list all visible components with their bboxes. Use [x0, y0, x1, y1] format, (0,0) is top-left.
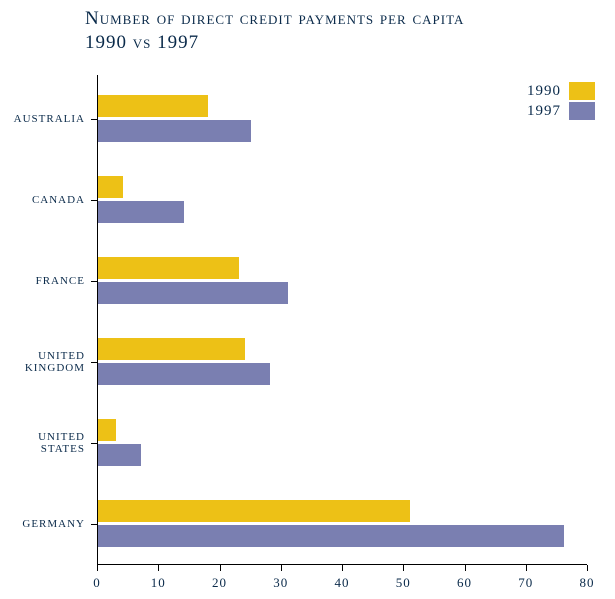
bar-1997-australia	[98, 120, 251, 142]
bar-1997-germany	[98, 525, 564, 547]
bar-1990-united-states	[98, 419, 116, 441]
bar-1990-france	[98, 257, 239, 279]
y-tick	[91, 119, 97, 120]
bar-1990-australia	[98, 95, 208, 117]
bar-1997-canada	[98, 201, 184, 223]
x-tick	[158, 565, 159, 571]
x-tick	[526, 565, 527, 571]
x-tick-label: 60	[457, 575, 472, 591]
y-tick	[91, 443, 97, 444]
bar-1997-france	[98, 282, 288, 304]
x-tick-label: 10	[151, 575, 166, 591]
bar-1990-canada	[98, 176, 123, 198]
x-tick-label: 40	[335, 575, 350, 591]
y-tick	[91, 524, 97, 525]
y-tick-label: CANADA	[32, 193, 85, 205]
plot-area: 01020304050607080AUSTRALIACANADAFRANCEUN…	[97, 75, 587, 565]
y-tick	[91, 200, 97, 201]
y-tick	[91, 362, 97, 363]
x-tick	[220, 565, 221, 571]
x-tick-label: 20	[212, 575, 227, 591]
x-tick-label: 70	[518, 575, 533, 591]
x-tick	[281, 565, 282, 571]
x-tick	[342, 565, 343, 571]
x-tick	[97, 565, 98, 571]
y-axis-line	[97, 75, 98, 565]
bar-1997-united-states	[98, 444, 141, 466]
chart-container: Number of direct credit payments per cap…	[0, 0, 615, 599]
bar-1990-germany	[98, 500, 410, 522]
chart-title-line1: Number of direct credit payments per cap…	[85, 8, 464, 30]
chart-title-line2: 1990 vs 1997	[85, 32, 464, 54]
x-tick	[403, 565, 404, 571]
x-tick	[587, 565, 588, 571]
chart-title: Number of direct credit payments per cap…	[85, 8, 464, 54]
bar-1997-united-kingdom	[98, 363, 270, 385]
y-tick-label: UNITEDKINGDOM	[25, 349, 85, 373]
y-tick-label: AUSTRALIA	[14, 112, 85, 124]
bar-1990-united-kingdom	[98, 338, 245, 360]
x-tick	[465, 565, 466, 571]
x-tick-label: 80	[580, 575, 595, 591]
y-tick	[91, 281, 97, 282]
x-tick-label: 50	[396, 575, 411, 591]
y-tick-label: FRANCE	[36, 274, 85, 286]
y-tick-label: GERMANY	[22, 517, 85, 529]
x-tick-label: 30	[273, 575, 288, 591]
x-tick-label: 0	[93, 575, 101, 591]
y-tick-label: UNITEDSTATES	[38, 430, 85, 454]
